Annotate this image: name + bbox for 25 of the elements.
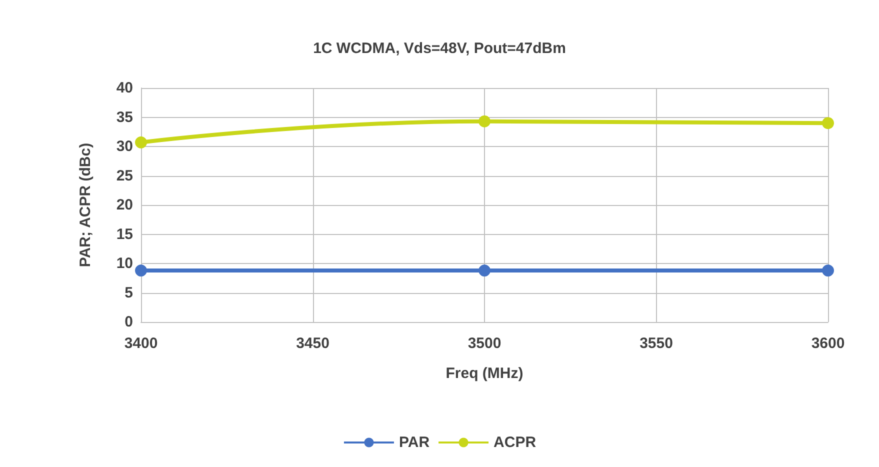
point [478, 115, 490, 128]
y-tick-label: 30 [116, 138, 133, 155]
y-tick-label: 10 [116, 255, 133, 272]
chart-title: 1C WCDMA, Vds=48V, Pout=47dBm [313, 40, 566, 57]
x-tick-label: 3500 [468, 335, 502, 352]
y-tick-label: 35 [116, 108, 133, 126]
x-tick-label: 3450 [296, 335, 330, 352]
x-tick-label: 3550 [640, 335, 673, 352]
x-tick-label: 3400 [124, 335, 158, 352]
point [135, 136, 147, 148]
y-tick-label: 15 [116, 226, 133, 243]
x-tick-label: 3600 [811, 335, 845, 352]
point [822, 117, 834, 130]
y-axis-title: PAR; ACPR (dBc) [77, 142, 94, 268]
point [135, 264, 147, 277]
y-tick-label: 20 [116, 196, 133, 214]
point [478, 264, 490, 277]
legend-label: ACPR [494, 434, 536, 451]
y-tick-label: 25 [116, 167, 133, 184]
x-axis-title: Freq (MHz) [446, 365, 524, 382]
point [822, 264, 834, 277]
y-tick-label: 0 [124, 314, 133, 330]
y-tick-label: 40 [116, 80, 133, 96]
legend-label: PAR [398, 434, 430, 451]
y-tick-label: 5 [124, 284, 133, 302]
